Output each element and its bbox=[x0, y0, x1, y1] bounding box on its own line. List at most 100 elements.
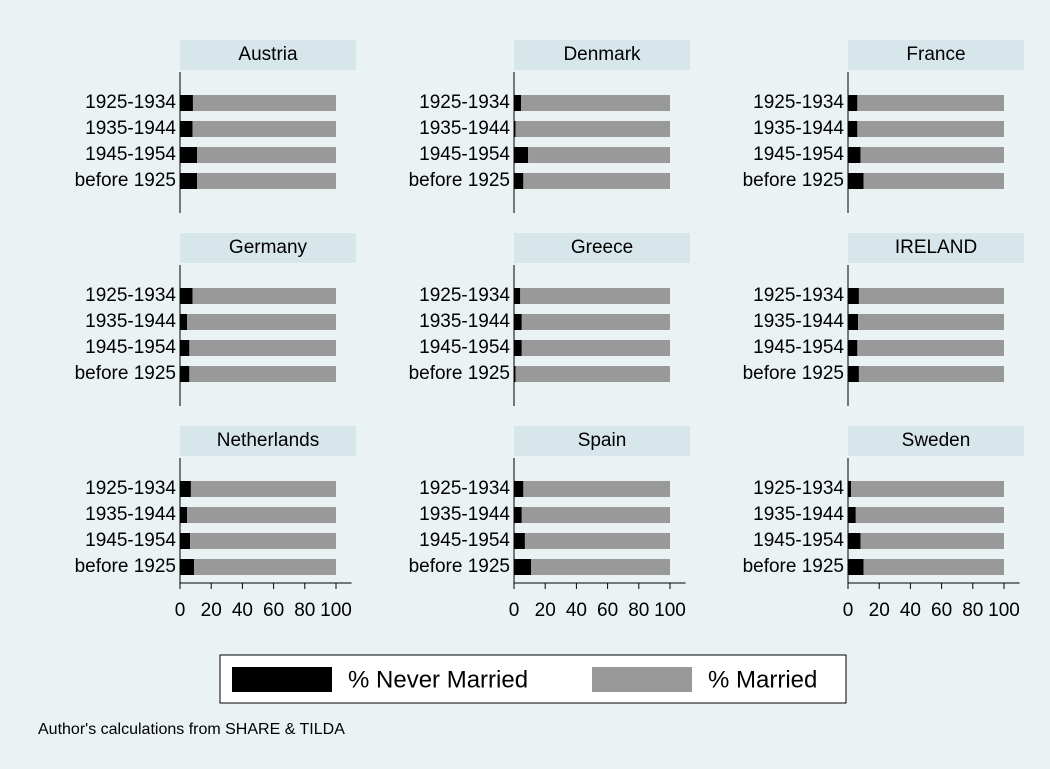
panel-title: Netherlands bbox=[217, 430, 319, 451]
y-tick-label: 1945-1954 bbox=[419, 530, 510, 551]
x-tick-label: 80 bbox=[294, 600, 315, 621]
x-tick-label: 80 bbox=[628, 600, 649, 621]
bar-segment bbox=[194, 559, 336, 575]
bar-segment bbox=[523, 481, 670, 497]
y-tick-label: 1925-1934 bbox=[419, 478, 510, 499]
bar-segment bbox=[180, 481, 191, 497]
x-tick-label: 60 bbox=[597, 600, 618, 621]
x-tick-label: 100 bbox=[988, 600, 1020, 621]
y-tick-label: 1925-1934 bbox=[85, 285, 176, 306]
bar-segment bbox=[187, 314, 336, 330]
legend-swatch bbox=[592, 667, 692, 692]
bar-segment bbox=[180, 147, 198, 163]
bar-segment bbox=[187, 507, 336, 523]
bar-segment bbox=[524, 533, 670, 549]
panel-title-box bbox=[848, 40, 1024, 70]
legend-label: % Never Married bbox=[348, 666, 528, 693]
y-tick-label: 1925-1934 bbox=[85, 92, 176, 113]
y-tick-label: before 1925 bbox=[409, 170, 510, 191]
bar-segment bbox=[197, 173, 336, 189]
y-tick-label: 1945-1954 bbox=[419, 337, 510, 358]
panel-title-box bbox=[180, 426, 356, 456]
bar-segment bbox=[521, 507, 670, 523]
bar-segment bbox=[189, 340, 336, 356]
x-tick-label: 20 bbox=[535, 600, 556, 621]
y-tick-label: 1925-1934 bbox=[753, 478, 844, 499]
bar-segment bbox=[848, 95, 858, 111]
y-tick-label: 1935-1944 bbox=[419, 118, 510, 139]
bar-segment bbox=[848, 481, 852, 497]
bar-segment bbox=[848, 288, 859, 304]
bar-segment bbox=[514, 559, 532, 575]
bar-segment bbox=[863, 173, 1004, 189]
x-tick-label: 20 bbox=[869, 600, 890, 621]
bar-segment bbox=[858, 288, 1004, 304]
bar-segment bbox=[858, 366, 1004, 382]
bar-segment bbox=[520, 288, 670, 304]
panel-title: Denmark bbox=[563, 44, 641, 65]
bar-segment bbox=[521, 340, 670, 356]
bar-segment bbox=[848, 314, 859, 330]
y-tick-label: 1925-1934 bbox=[753, 92, 844, 113]
y-tick-label: before 1925 bbox=[409, 556, 510, 577]
x-tick-label: 20 bbox=[201, 600, 222, 621]
bar-segment bbox=[189, 366, 336, 382]
y-tick-label: 1945-1954 bbox=[85, 337, 176, 358]
bar-segment bbox=[521, 314, 670, 330]
y-tick-label: 1925-1934 bbox=[419, 92, 510, 113]
x-tick-label: 100 bbox=[654, 600, 686, 621]
bar-segment bbox=[514, 314, 522, 330]
y-tick-label: 1935-1944 bbox=[419, 504, 510, 525]
y-tick-label: 1935-1944 bbox=[85, 311, 176, 332]
x-tick-label: 0 bbox=[843, 600, 854, 621]
note: Author's calculations from SHARE & TILDA bbox=[38, 721, 345, 738]
bar-segment bbox=[192, 288, 336, 304]
bar-segment bbox=[514, 173, 524, 189]
bar-segment bbox=[857, 340, 1004, 356]
bar-segment bbox=[192, 121, 336, 137]
panel-title-box bbox=[514, 233, 690, 263]
x-tick-label: 40 bbox=[900, 600, 921, 621]
bar-segment bbox=[180, 533, 191, 549]
y-tick-label: before 1925 bbox=[743, 363, 844, 384]
panel-title: Germany bbox=[229, 237, 308, 258]
y-tick-label: before 1925 bbox=[743, 170, 844, 191]
bar-segment bbox=[514, 288, 521, 304]
y-tick-label: before 1925 bbox=[409, 363, 510, 384]
bar-segment bbox=[860, 147, 1004, 163]
panel-title-box bbox=[180, 233, 356, 263]
bar-segment bbox=[514, 95, 522, 111]
y-tick-label: 1935-1944 bbox=[753, 311, 844, 332]
bar-segment bbox=[180, 95, 193, 111]
bar-segment bbox=[190, 533, 336, 549]
y-tick-label: before 1925 bbox=[75, 363, 176, 384]
bar-segment bbox=[857, 121, 1004, 137]
bar-segment bbox=[528, 147, 670, 163]
bar-segment bbox=[514, 366, 516, 382]
bar-segment bbox=[514, 481, 524, 497]
bar-segment bbox=[521, 95, 670, 111]
bar-segment bbox=[180, 507, 188, 523]
panel-title: Sweden bbox=[902, 430, 971, 451]
bar-segment bbox=[851, 481, 1004, 497]
panel-title-box bbox=[514, 40, 690, 70]
panel-title: Greece bbox=[571, 237, 633, 258]
bar-segment bbox=[192, 95, 336, 111]
y-tick-label: 1935-1944 bbox=[419, 311, 510, 332]
y-tick-label: 1925-1934 bbox=[85, 478, 176, 499]
bar-segment bbox=[514, 121, 516, 137]
bar-segment bbox=[515, 366, 670, 382]
y-tick-label: 1935-1944 bbox=[85, 118, 176, 139]
y-tick-label: before 1925 bbox=[75, 556, 176, 577]
bar-segment bbox=[514, 533, 525, 549]
y-tick-label: 1935-1944 bbox=[753, 118, 844, 139]
bar-segment bbox=[180, 559, 195, 575]
bar-segment bbox=[857, 95, 1004, 111]
y-tick-label: before 1925 bbox=[743, 556, 844, 577]
panel-title-box bbox=[848, 426, 1024, 456]
bar-segment bbox=[863, 559, 1004, 575]
bar-segment bbox=[514, 507, 522, 523]
legend-swatch bbox=[232, 667, 332, 692]
panel-title-box bbox=[848, 233, 1024, 263]
